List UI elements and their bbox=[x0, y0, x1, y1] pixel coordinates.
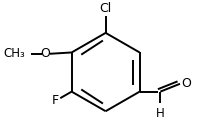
Text: H: H bbox=[156, 107, 165, 120]
Text: O: O bbox=[181, 77, 191, 90]
Text: F: F bbox=[51, 94, 59, 107]
Text: Cl: Cl bbox=[100, 2, 112, 15]
Text: O: O bbox=[40, 47, 50, 60]
Text: CH₃: CH₃ bbox=[3, 47, 25, 60]
